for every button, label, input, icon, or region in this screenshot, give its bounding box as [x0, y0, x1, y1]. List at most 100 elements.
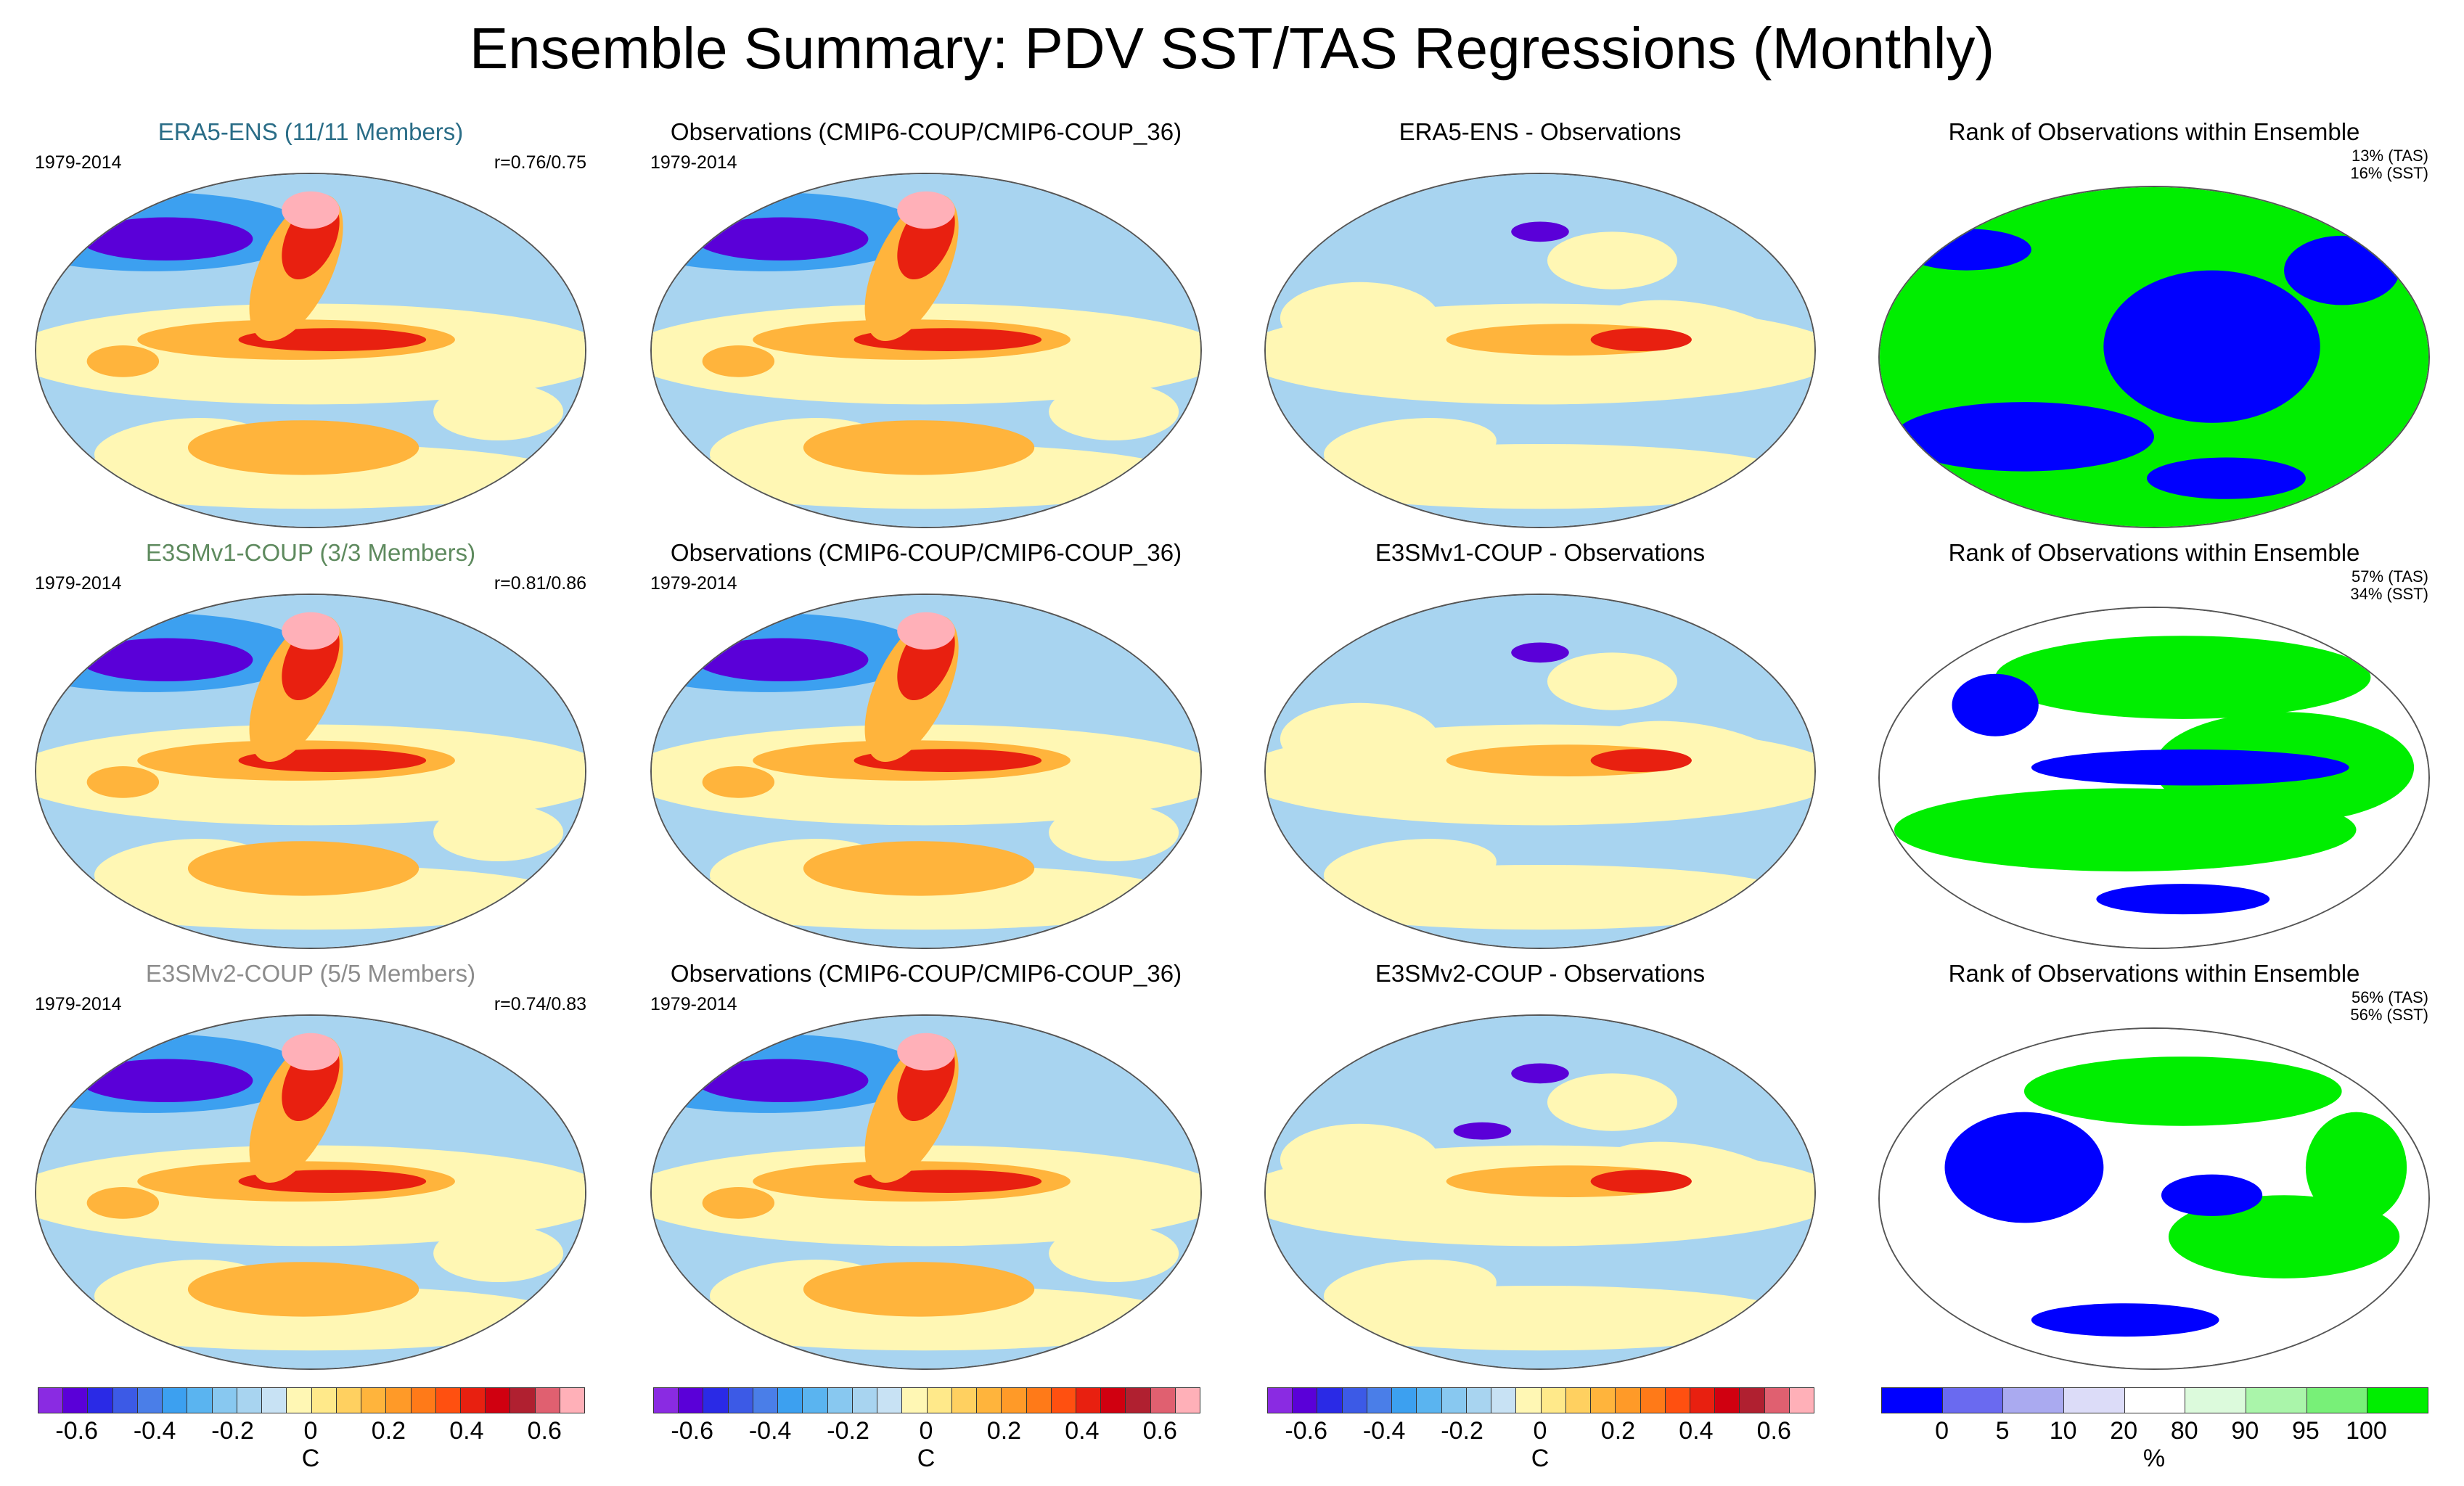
world-map	[35, 173, 586, 528]
colorbar-swatch	[1591, 1388, 1616, 1413]
colorbar-swatch	[1565, 1388, 1592, 1413]
diff-warm-north	[1547, 652, 1677, 710]
colorbar-tick-label: -0.6	[55, 1417, 98, 1445]
colorbar-swatch	[435, 1388, 461, 1413]
diff-equatorial-hot	[1590, 1170, 1692, 1193]
rank-south-low	[2147, 457, 2306, 499]
panel-title: E3SMv2-COUP - Observations	[1375, 960, 1706, 987]
world-map	[1878, 607, 2430, 949]
pattern-correlation: r=0.76/0.75	[494, 152, 586, 173]
colorbar-swatch	[262, 1388, 287, 1413]
colorbar-swatch	[902, 1388, 928, 1413]
map-field	[652, 1016, 1200, 1368]
colorbar-swatch	[1101, 1388, 1126, 1413]
atlantic-neutral	[433, 1224, 564, 1282]
alaska-extreme	[897, 191, 955, 229]
pattern-correlation: r=0.81/0.86	[494, 573, 586, 594]
north-pacific-core	[695, 638, 869, 682]
map-field	[1880, 1029, 2428, 1368]
diff-north-pacific-cold	[1511, 642, 1569, 663]
colorbar-tick-label: 100	[2346, 1417, 2387, 1445]
colorbar-swatch	[38, 1388, 64, 1413]
colorbar-swatch	[753, 1388, 779, 1413]
colorbar-swatch	[1126, 1388, 1151, 1413]
world-map	[650, 173, 1202, 528]
rank-pacific-low	[2103, 270, 2320, 423]
colorbar-tick-label: 0	[919, 1417, 933, 1445]
alaska-extreme	[897, 612, 955, 650]
diff-warm-patch	[1599, 721, 1799, 800]
colorbar-swatch	[2185, 1388, 2247, 1413]
period-label: 1979-2014	[650, 573, 737, 594]
colorbar-swatch	[977, 1388, 1002, 1413]
colorbar-swatch	[187, 1388, 213, 1413]
colorbar-swatch	[287, 1388, 312, 1413]
panel-title: Rank of Observations within Ensemble	[1948, 960, 2360, 987]
colorbar-swatch	[361, 1388, 387, 1413]
colorbar-tick-label: 0.4	[1065, 1417, 1100, 1445]
colorbar-units: %	[2142, 1445, 2166, 1472]
north-pacific-core	[79, 1059, 253, 1103]
panel-r2-c3: E3SMv1-COUP - Observations	[1250, 537, 1830, 958]
colorbar-tick-label: 0.6	[1142, 1417, 1177, 1445]
panel-title: E3SMv1-COUP (3/3 Members)	[145, 539, 476, 566]
colorbar-swatch	[2307, 1388, 2368, 1413]
colorbar-swatch	[2367, 1388, 2428, 1413]
colorbar-swatch	[1466, 1388, 1492, 1413]
world-map	[1264, 1014, 1816, 1370]
world-map	[1878, 186, 2430, 528]
rank-tas-percent: 13% (TAS)	[2352, 147, 2428, 165]
rank-south-low	[2031, 1303, 2219, 1337]
rank-west-low	[1901, 229, 2031, 271]
colorbar-swatch	[1665, 1388, 1690, 1413]
colorbar-tick-label: 0	[303, 1417, 318, 1445]
colorbar-swatch	[1740, 1388, 1765, 1413]
colorbar-tick-label: 0.2	[986, 1417, 1022, 1445]
diff-warm-west	[1280, 1123, 1439, 1196]
colorbar-swatch	[1175, 1388, 1200, 1413]
panel-title: E3SMv1-COUP - Observations	[1375, 539, 1706, 566]
southern-warm	[803, 420, 1035, 475]
colorbar-swatch	[1789, 1388, 1814, 1413]
alaska-extreme	[897, 1033, 955, 1071]
north-pacific-core	[695, 1059, 869, 1103]
rank-maritime-low	[1944, 1112, 2104, 1223]
colorbar-swatch	[1367, 1388, 1393, 1413]
colorbar-swatch	[703, 1388, 729, 1413]
period-label: 1979-2014	[35, 994, 122, 1014]
colorbar-swatch	[1764, 1388, 1790, 1413]
colorbar-units: C	[301, 1445, 320, 1472]
rank-sst-percent: 16% (SST)	[2350, 164, 2428, 182]
map-field	[1266, 1016, 1814, 1368]
indian-ocean-band	[1323, 1260, 1497, 1319]
colorbar-swatch	[63, 1388, 89, 1413]
panel-r1-c4: Rank of Observations within Ensemble 13% …	[1864, 116, 2444, 537]
colorbar-swatch	[1076, 1388, 1102, 1413]
diff-warm-patch	[1599, 300, 1799, 379]
colorbar-swatch	[336, 1388, 362, 1413]
atlantic-neutral	[1049, 1224, 1179, 1282]
colorbar-tick-label: 0	[1533, 1417, 1547, 1445]
colorbar-tick-label: 20	[2110, 1417, 2138, 1445]
indian-warm	[702, 766, 775, 798]
colorbar-tick-label: -0.2	[827, 1417, 869, 1445]
rank-southern-low	[1894, 402, 2154, 472]
colorbar-tick-label: -0.4	[1362, 1417, 1406, 1445]
colorbar-swatch	[852, 1388, 878, 1413]
colorbar-tick-label: 0.4	[449, 1417, 484, 1445]
rank-north-high	[1995, 636, 2371, 719]
colorbar-units: C	[1531, 1445, 1550, 1472]
rank-sst-percent: 34% (SST)	[2350, 585, 2428, 603]
colorbar-tick-label: 0.6	[527, 1417, 562, 1445]
colorbar-swatch	[212, 1388, 237, 1413]
indian-ocean-band	[1323, 418, 1497, 477]
colorbar-tick-label: 0.2	[371, 1417, 406, 1445]
diff-warm-west	[1280, 702, 1439, 775]
colorbar-swatch	[163, 1388, 188, 1413]
colorbar-swatch	[778, 1388, 803, 1413]
colorbar-swatch	[535, 1388, 560, 1413]
world-map	[1264, 594, 1816, 949]
colorbar-swatch	[679, 1388, 704, 1413]
colorbar-swatch	[803, 1388, 828, 1413]
colorbar-swatch	[1715, 1388, 1740, 1413]
